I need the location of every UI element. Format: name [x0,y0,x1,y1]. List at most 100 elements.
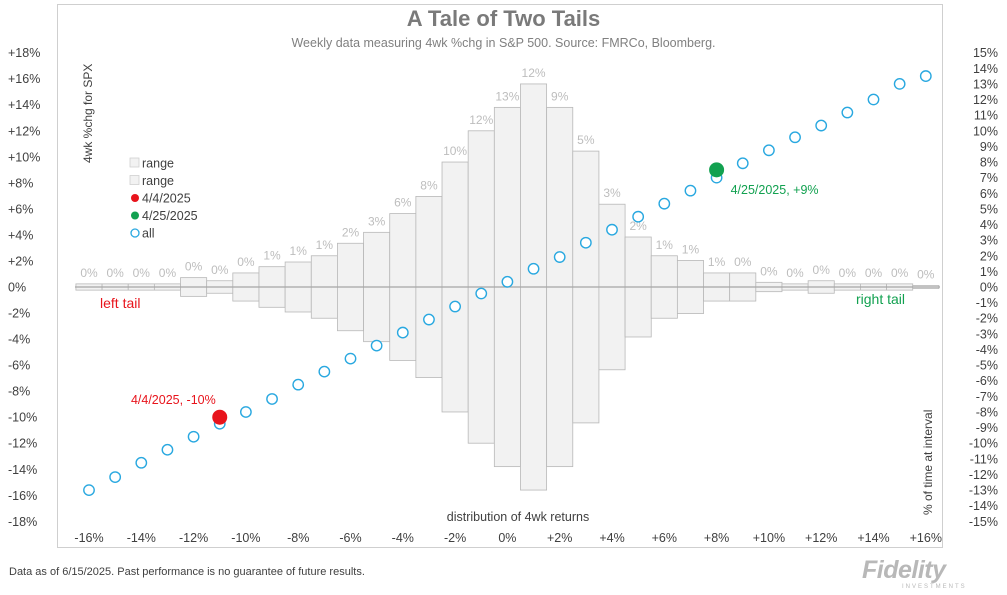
range-bar-label: 0% [839,266,857,280]
y-right-tick-label: 13% [973,77,998,91]
all-point [893,77,906,90]
all-point [239,406,252,418]
x-tick-label: +4% [599,531,624,545]
range-bar-label: 0% [891,266,909,280]
all-point [789,131,801,144]
all-point [83,484,95,497]
right-tail-label: right tail [856,291,905,307]
legend: range range 4/4/2025 4/25/2025 all [129,157,198,241]
all-point [423,313,435,326]
legend-swatch-dot [131,194,139,202]
all-point [841,106,854,119]
y-left-tick-label: -18% [8,515,37,529]
y-right-tick-label: -8% [976,405,998,419]
x-tick-label: -4% [392,531,414,545]
chart-svg: 0% 0% 0% 0% 0% 0%0% 1% 1% 1%2%3%6%8%10%12%13%12%… [8,46,998,545]
chart-frame [57,4,943,548]
range-bar-label: 5% [577,133,595,147]
all-point [318,365,331,378]
x-tick-label: 0% [498,531,516,545]
y-left-tick-label: +4% [8,228,33,242]
y-right-tick-label: 14% [973,62,998,76]
x-tick-label: -10% [231,531,260,545]
y-left-tick-label: +6% [8,202,33,216]
range-bar-label: 6% [394,196,412,210]
range-bar-label: 0% [760,264,778,278]
legend-label: range [142,157,174,171]
y-left-tick-label: +8% [8,176,33,190]
all-point [815,119,828,132]
range-bar-label: 2% [342,225,360,239]
x-tick-label: -14% [127,531,156,545]
range-bar-label: 3% [368,214,386,228]
highlight-points: 4/4/2025, -10% 4/25/2025, +9% [131,162,819,425]
legend-label: 4/25/2025 [142,209,198,223]
range-bar-label: 12% [469,113,493,127]
y-right-tick-label: 7% [980,171,998,185]
range-bar-label: 0% [865,266,883,280]
chart-subtitle: Weekly data measuring 4wk %chg in S&P 50… [291,36,716,50]
range-bar-label: 0% [159,266,177,280]
brand-logo: Fidelity [862,556,946,584]
all-point [344,352,357,365]
x-axis-label: distribution of 4wk returns [447,510,589,524]
range-bar-label: 0% [813,263,831,277]
brand-logo-subtitle: INVESTMENTS [902,584,967,590]
y-left-tick-label: +10% [8,150,40,164]
y-left-tick-label: 0% [8,281,26,295]
range-bar-label: 0% [211,263,229,277]
y-right-tick-label: -15% [969,515,998,529]
all-point [449,300,461,313]
all-point [501,275,514,288]
legend-label: 4/4/2025 [142,192,191,206]
y-right-tick-label: -10% [969,437,998,451]
range-bar-label: 0% [237,255,255,269]
y-right-tick-label: 15% [973,46,998,60]
all-point [867,93,880,106]
y-right-tick-label: -14% [969,499,998,513]
y-right-tick-label: 6% [980,187,998,201]
chart-title: A Tale of Two Tails [406,6,601,31]
legend-swatch-box [129,157,140,168]
range-bar-label: 10% [443,144,467,158]
x-tick-label: -16% [74,531,103,545]
range-bar-label: 0% [80,266,98,280]
all-point [266,393,278,405]
y-right-tick-label: 9% [980,140,998,154]
y-right-tick-label: 3% [980,234,998,248]
all-point [684,184,697,197]
highlight-point [212,409,228,425]
y-left-tick-label: +12% [8,124,40,138]
legend-swatch-dot [131,211,139,220]
range-bar-label: 0% [133,266,151,280]
legend-label: range [142,174,174,188]
all-point [736,157,749,170]
x-tick-label: +14% [857,531,889,545]
y-right-tick-label: -7% [976,390,998,404]
left-tail-label: left tail [100,295,140,311]
y-right-tick-label: 2% [980,249,998,263]
y-right-tick-label: 8% [980,156,998,170]
y-right-tick-label: 4% [980,218,998,232]
y-right-tick-label: 5% [980,202,998,216]
all-point [109,471,122,483]
x-tick-label: -2% [444,531,466,545]
y-right-tick-label: 0% [980,281,998,295]
y-right-tick-label: 1% [980,265,998,279]
y-right-tick-label: -12% [969,468,998,482]
range-bar-label: 3% [603,186,621,200]
range-bar-label: 9% [551,89,569,103]
x-tick-label: +12% [805,531,837,545]
all-points [83,70,932,497]
range-bar-label: 1% [316,238,334,252]
range-bar-label: 12% [522,66,546,80]
range-bar-label: 1% [708,255,726,269]
range-bar-label: 1% [290,244,308,258]
range-bar-label: 1% [682,242,700,256]
y-left-axis-label: 4wk %chg for SPX [81,64,95,163]
range-bar-label: 0% [185,260,203,274]
y-right-tick-label: 10% [973,124,998,138]
y-left-tick-label: +16% [8,72,40,86]
y-left-tick-label: +2% [8,254,33,268]
y-right-tick-label: 12% [973,93,998,107]
